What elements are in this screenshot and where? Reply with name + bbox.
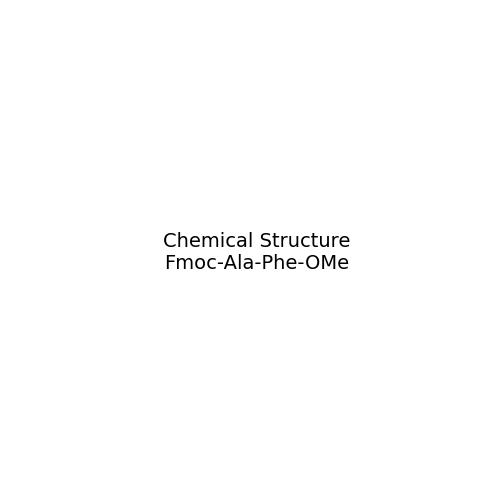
Text: Chemical Structure
Fmoc-Ala-Phe-OMe: Chemical Structure Fmoc-Ala-Phe-OMe bbox=[162, 232, 350, 273]
